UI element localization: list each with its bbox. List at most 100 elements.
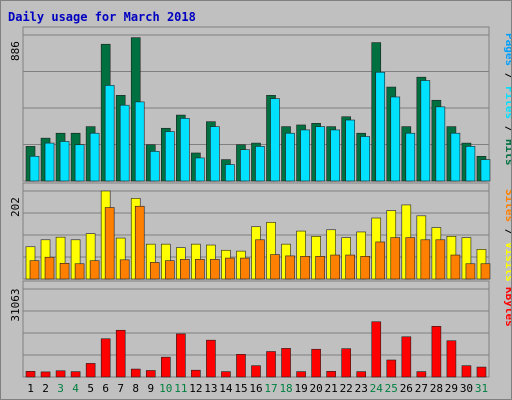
bar-sites-day-30 bbox=[465, 263, 476, 280]
bar-sites-day-20 bbox=[315, 256, 325, 280]
bar-files-day-24 bbox=[375, 71, 386, 182]
x-tick-label-21: 21 bbox=[325, 382, 338, 395]
bar-sites-day-4 bbox=[74, 263, 85, 280]
x-tick-label-27: 27 bbox=[415, 382, 428, 395]
x-tick-label-29: 29 bbox=[445, 382, 458, 395]
bar-files-day-31 bbox=[480, 159, 491, 182]
bar-sites-day-7 bbox=[119, 259, 130, 280]
bar-kbytes-day-26 bbox=[401, 336, 412, 378]
bar-files-day-15 bbox=[240, 149, 250, 182]
bar-kbytes-day-19 bbox=[296, 371, 306, 378]
bar-files-day-28 bbox=[435, 106, 446, 182]
bar-sites-day-26 bbox=[405, 237, 416, 280]
x-tick-label-12: 12 bbox=[189, 382, 202, 395]
bar-files-day-14 bbox=[225, 164, 235, 182]
legend-sites: Sites bbox=[503, 189, 511, 222]
bar-files-day-20 bbox=[315, 126, 325, 182]
bar-sites-day-27 bbox=[420, 239, 431, 280]
bar-sites-day-13 bbox=[210, 259, 220, 280]
x-tick-label-9: 9 bbox=[147, 382, 154, 395]
bar-sites-day-17 bbox=[270, 254, 280, 280]
legend-visits: Visits bbox=[503, 242, 511, 282]
bar-files-day-11 bbox=[180, 118, 190, 182]
x-tick-label-19: 19 bbox=[294, 382, 307, 395]
bar-kbytes-day-14 bbox=[221, 371, 231, 378]
panel-legend-2: Sites / Visits bbox=[503, 189, 511, 282]
bar-kbytes-day-4 bbox=[70, 371, 81, 378]
bar-kbytes-day-1 bbox=[25, 371, 36, 378]
bar-files-day-21 bbox=[330, 129, 340, 182]
x-tick-label-8: 8 bbox=[132, 382, 139, 395]
bar-kbytes-day-27 bbox=[416, 371, 427, 378]
bar-kbytes-day-25 bbox=[386, 359, 397, 378]
legend-pages: Pages bbox=[503, 33, 511, 66]
bar-files-day-26 bbox=[405, 132, 416, 182]
legend-separator: / bbox=[503, 119, 511, 139]
x-tick-label-17: 17 bbox=[264, 382, 277, 395]
bar-kbytes-day-5 bbox=[85, 363, 96, 378]
bar-sites-day-12 bbox=[195, 259, 205, 280]
bar-kbytes-day-28 bbox=[431, 325, 442, 378]
x-tick-label-24: 24 bbox=[370, 382, 384, 395]
bar-sites-day-5 bbox=[89, 260, 100, 280]
bar-files-day-1 bbox=[29, 155, 40, 182]
bar-kbytes-day-29 bbox=[446, 340, 457, 378]
panel-max-label: 202 bbox=[9, 197, 22, 217]
bar-kbytes-day-7 bbox=[115, 329, 126, 378]
bar-kbytes-day-21 bbox=[326, 371, 336, 378]
bar-sites-day-1 bbox=[29, 260, 40, 280]
bar-kbytes-day-8 bbox=[130, 368, 141, 378]
x-tick-label-18: 18 bbox=[279, 382, 292, 395]
bar-sites-day-9 bbox=[149, 262, 160, 280]
bar-files-day-4 bbox=[74, 144, 85, 182]
bar-files-day-9 bbox=[149, 151, 160, 182]
bar-sites-day-24 bbox=[375, 241, 386, 280]
bar-kbytes-day-16 bbox=[251, 365, 261, 378]
bar-files-day-25 bbox=[390, 96, 401, 182]
legend-text: Pages / Files / Hits bbox=[503, 33, 511, 166]
x-tick-label-3: 3 bbox=[57, 382, 64, 395]
legend-separator: / bbox=[503, 222, 511, 242]
x-tick-label-20: 20 bbox=[310, 382, 323, 395]
bar-kbytes-day-31 bbox=[476, 366, 487, 378]
x-tick-label-28: 28 bbox=[430, 382, 443, 395]
bar-files-day-29 bbox=[450, 132, 461, 182]
bar-sites-day-8 bbox=[134, 205, 145, 280]
bar-kbytes-day-18 bbox=[281, 348, 291, 378]
panel-legend-1: Pages / Files / Hits bbox=[503, 33, 511, 166]
legend-hits: Hits bbox=[503, 139, 511, 166]
x-tick-label-16: 16 bbox=[249, 382, 262, 395]
panel-max-label: 886 bbox=[9, 41, 22, 61]
bar-files-day-23 bbox=[360, 136, 371, 182]
bar-sites-day-3 bbox=[59, 263, 70, 280]
bar-sites-day-29 bbox=[450, 254, 461, 280]
bar-kbytes-day-20 bbox=[311, 348, 321, 378]
bar-kbytes-day-15 bbox=[236, 354, 246, 378]
bar-kbytes-day-12 bbox=[191, 369, 201, 378]
x-tick-label-10: 10 bbox=[159, 382, 172, 395]
legend-text: Sites / Visits bbox=[503, 189, 511, 282]
legend-text: KBytes bbox=[503, 287, 511, 327]
bar-files-day-6 bbox=[104, 85, 115, 182]
bar-files-day-8 bbox=[134, 101, 145, 182]
bar-sites-day-16 bbox=[255, 239, 265, 280]
x-tick-label-13: 13 bbox=[204, 382, 217, 395]
x-tick-label-22: 22 bbox=[340, 382, 353, 395]
x-tick-label-6: 6 bbox=[102, 382, 109, 395]
x-tick-label-14: 14 bbox=[219, 382, 233, 395]
bar-kbytes-day-10 bbox=[161, 356, 171, 378]
bar-sites-day-23 bbox=[360, 256, 371, 280]
bar-kbytes-day-2 bbox=[40, 371, 51, 378]
x-tick-label-11: 11 bbox=[174, 382, 187, 395]
bar-files-day-13 bbox=[210, 126, 220, 182]
x-tick-label-7: 7 bbox=[117, 382, 124, 395]
bar-sites-day-10 bbox=[164, 260, 175, 280]
panel-max-label: 31063 bbox=[9, 288, 22, 321]
bar-kbytes-day-17 bbox=[266, 351, 276, 378]
bar-files-day-2 bbox=[44, 142, 55, 182]
bar-kbytes-day-22 bbox=[341, 348, 351, 378]
bar-files-day-27 bbox=[420, 80, 431, 182]
x-tick-label-1: 1 bbox=[27, 382, 34, 395]
